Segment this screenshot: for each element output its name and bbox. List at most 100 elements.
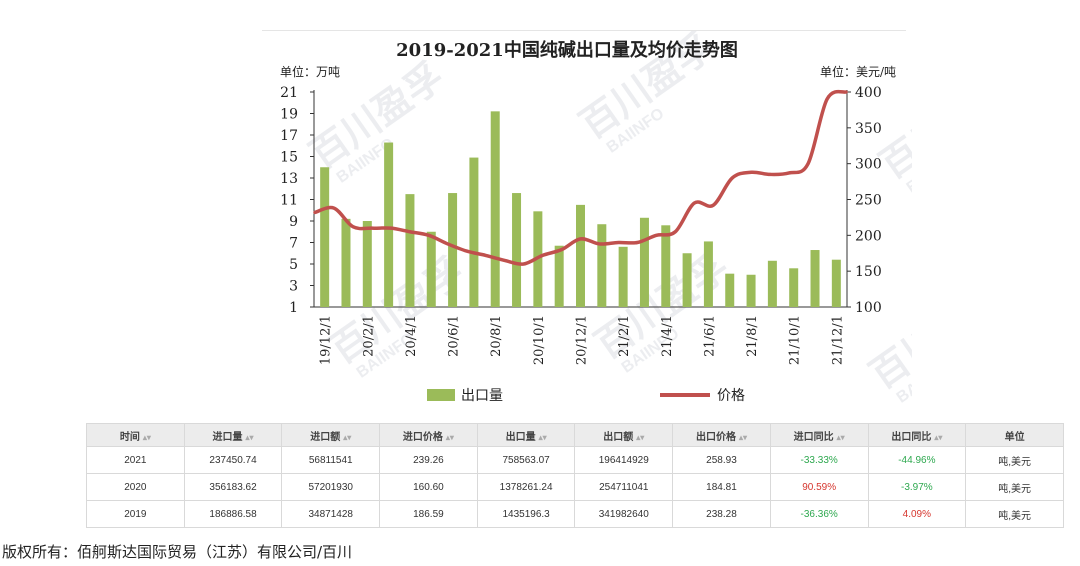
table-cell: 758563.07 — [476, 446, 576, 474]
right-axis-unit: 单位：美元/吨 — [820, 64, 896, 79]
column-header-label: 单位 — [1004, 431, 1025, 443]
table-cell: 238.28 — [672, 500, 771, 528]
sort-icon[interactable]: ▴▾ — [934, 432, 943, 442]
x-tick-label: 20/4/1 — [404, 315, 419, 357]
column-header[interactable]: 时间 ▴▾ — [86, 423, 185, 447]
table-cell: 239.26 — [379, 446, 478, 474]
bar — [597, 224, 607, 307]
column-header-label: 进口价格 — [402, 431, 443, 443]
x-tick-label: 21/6/1 — [702, 315, 717, 357]
column-header-label: 时间 — [119, 431, 140, 443]
bar — [320, 167, 330, 307]
line-series — [313, 89, 848, 266]
table-cell: 2020 — [86, 473, 185, 501]
bar — [618, 246, 628, 307]
x-axis-labels: 19/12/1 20/2/1 20/4/1 20/6/1 20/8/1 20/10/1 20… — [319, 315, 846, 365]
price-point — [447, 243, 449, 245]
bar — [469, 157, 479, 307]
column-header[interactable]: 出口价格 ▴▾ — [672, 423, 771, 447]
price-point — [428, 234, 430, 236]
price-point — [333, 207, 335, 209]
left-tick-label: 13 — [280, 171, 298, 187]
legend-label-bar: 出口量 — [461, 388, 503, 404]
price-point — [504, 259, 506, 261]
bar — [810, 250, 820, 307]
sort-icon[interactable]: ▴▾ — [343, 432, 352, 442]
bar — [767, 260, 777, 307]
x-tick-label: 21/12/1 — [830, 315, 845, 365]
watermark-layer: 百川盈孚BAIINFO百川盈孚BAIINFO百川盈孚BAIINFO百川盈孚BAI… — [303, 30, 912, 407]
price-point — [807, 163, 809, 165]
sort-icon[interactable]: ▴▾ — [738, 432, 747, 442]
bar — [554, 245, 564, 307]
column-header[interactable]: 进口量 ▴▾ — [183, 423, 283, 447]
table-cell: 1378261.24 — [476, 473, 576, 501]
table-cell: 237450.74 — [183, 446, 283, 474]
price-point — [769, 173, 771, 175]
sort-icon[interactable]: ▴▾ — [142, 432, 151, 442]
left-tick-label: 17 — [280, 128, 298, 144]
price-point — [542, 254, 544, 256]
table-cell: 90.59% — [769, 473, 869, 501]
table-header-row: 时间 ▴▾ 进口量 ▴▾ 进口额 ▴▾ 进口价格 ▴▾ 出口量 ▴▾ 出口额 ▴▾ 出口价格 ▴▾ 进口同比… — [86, 423, 1064, 447]
bar — [725, 273, 735, 307]
bar — [746, 274, 756, 307]
column-header[interactable]: 出口额 ▴▾ — [574, 423, 674, 447]
price-point — [788, 172, 790, 174]
left-tick-label: 9 — [289, 214, 298, 230]
right-tick-label: 350 — [855, 121, 882, 137]
column-header-label: 出口价格 — [695, 431, 736, 443]
sort-icon[interactable]: ▴▾ — [836, 432, 845, 442]
table-cell: 吨,美元 — [965, 473, 1064, 501]
x-tick-label: 20/10/1 — [532, 315, 547, 365]
price-point — [523, 263, 525, 265]
bar — [384, 142, 394, 307]
price-point — [561, 249, 563, 251]
column-header[interactable]: 出口量 ▴▾ — [476, 423, 576, 447]
column-header[interactable]: 进口价格 ▴▾ — [379, 423, 478, 447]
bar — [341, 218, 351, 307]
price-point — [712, 204, 714, 206]
x-tick-label: 21/2/1 — [617, 315, 632, 357]
left-tick-label: 19 — [280, 107, 298, 123]
column-header-label: 进口量 — [212, 431, 243, 443]
column-header[interactable]: 进口额 ▴▾ — [281, 423, 381, 447]
column-header: 单位 — [965, 423, 1064, 447]
left-tick-label: 3 — [289, 279, 298, 295]
table-cell: 254711041 — [574, 473, 674, 501]
price-point — [750, 171, 752, 173]
column-header-label: 出口额 — [603, 431, 634, 443]
price-point — [390, 227, 392, 229]
right-tick-label: 300 — [855, 157, 882, 173]
table-cell: 186.59 — [379, 500, 478, 528]
left-tick-label: 1 — [289, 300, 298, 316]
table-cell: 184.81 — [672, 473, 771, 501]
price-point — [674, 231, 676, 233]
price-point — [352, 226, 354, 228]
table-cell: 160.60 — [379, 473, 478, 501]
table-body: 2021 237450.74 56811541 239.26 758563.07 1964… — [86, 446, 1064, 528]
sort-icon[interactable]: ▴▾ — [636, 432, 645, 442]
table-cell: -3.97% — [867, 473, 967, 501]
right-tick-label: 250 — [855, 193, 882, 209]
sort-icon[interactable]: ▴▾ — [445, 432, 454, 442]
table-cell: 196414929 — [574, 446, 674, 474]
chart-top-border — [262, 30, 906, 31]
column-header[interactable]: 进口同比 ▴▾ — [769, 423, 869, 447]
bar — [576, 204, 585, 307]
chart: 百川盈孚BAIINFO百川盈孚BAIINFO百川盈孚BAIINFO百川盈孚BAI… — [262, 30, 912, 407]
legend-swatch-bar — [427, 389, 455, 401]
bar — [682, 253, 692, 307]
bar — [405, 194, 415, 307]
sort-icon[interactable]: ▴▾ — [538, 432, 547, 442]
sort-icon[interactable]: ▴▾ — [245, 432, 254, 442]
column-header[interactable]: 出口同比 ▴▾ — [867, 423, 967, 447]
price-point — [598, 243, 600, 245]
chart-title: 2019-2021中国纯碱出口量及均价走势图 — [396, 39, 738, 61]
price-point — [636, 242, 638, 243]
bar — [512, 193, 522, 307]
bar — [789, 268, 799, 307]
column-header-label: 出口同比 — [891, 431, 932, 443]
table-cell: 356183.62 — [183, 473, 283, 501]
